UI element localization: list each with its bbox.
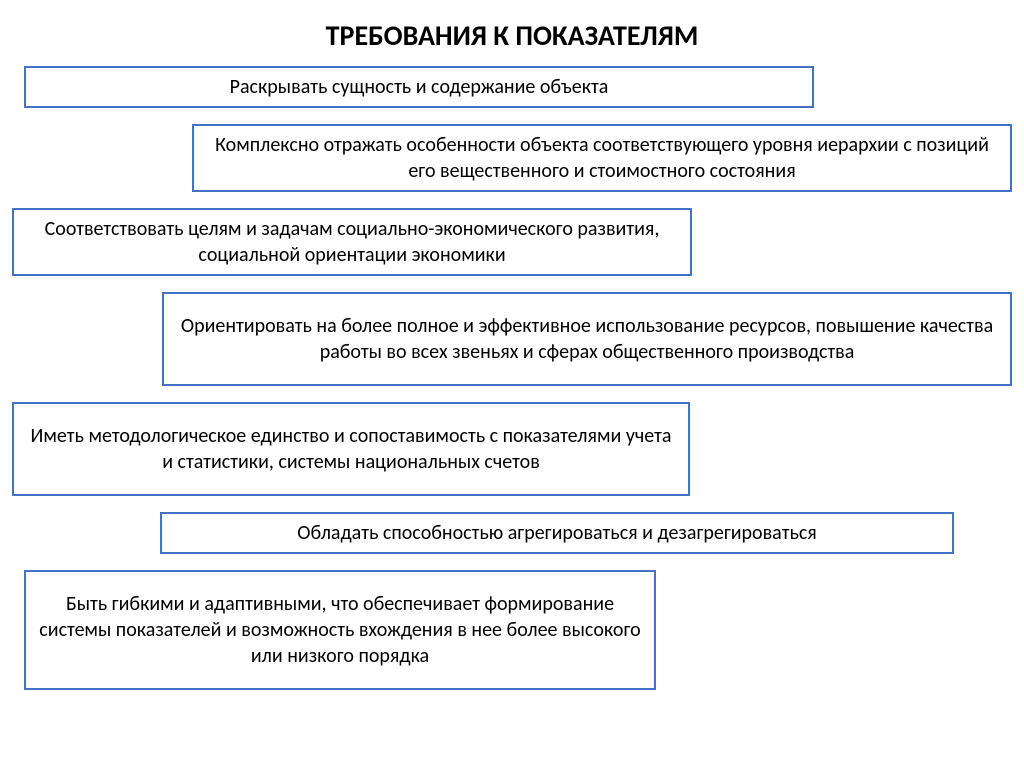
diagram-title: ТРЕБОВАНИЯ К ПОКАЗАТЕЛЯМ: [0, 18, 1024, 53]
requirement-box-2: Комплексно отражать особенности объекта …: [192, 124, 1012, 192]
requirement-box-7: Быть гибкими и адаптивными, что обеспечи…: [24, 570, 656, 690]
requirement-box-4: Ориентировать на более полное и эффектив…: [162, 292, 1012, 386]
requirement-box-3: Соответствовать целям и задачам социальн…: [12, 208, 692, 276]
requirement-box-6: Обладать способностью агрегироваться и д…: [160, 512, 954, 554]
requirement-box-1: Раскрывать сущность и содержание объекта: [24, 66, 814, 108]
requirement-box-5: Иметь методологическое единство и сопост…: [12, 402, 690, 496]
